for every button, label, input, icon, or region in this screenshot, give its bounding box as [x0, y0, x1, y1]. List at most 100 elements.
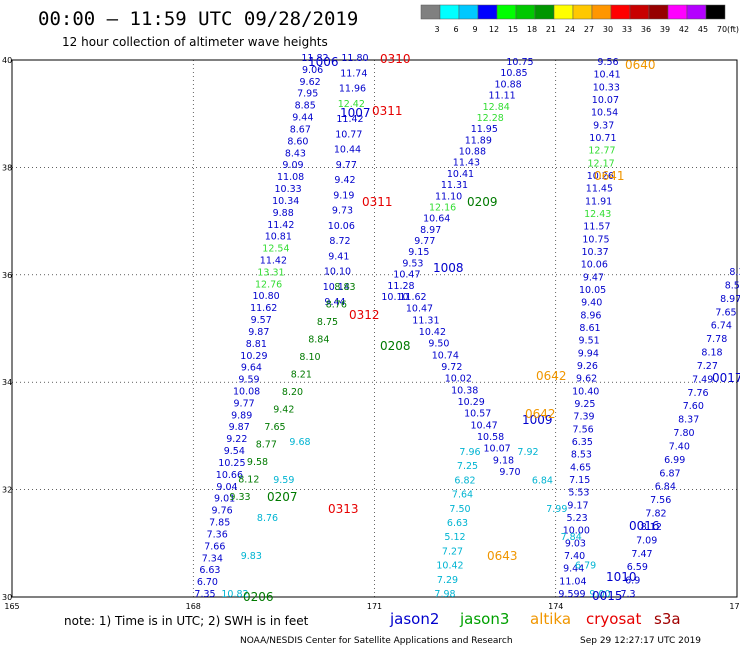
wave-height-value: 8.67	[290, 125, 311, 136]
wave-height-value: 8.10	[299, 352, 320, 363]
legend-swatch	[629, 4, 650, 20]
wave-height-value: 9.25	[574, 399, 595, 410]
satellite-legend-item: jason3	[459, 610, 509, 628]
legend-swatch	[591, 4, 612, 20]
tick-labels: 165 168 171 174 177 40 38 36 34 32 30	[2, 56, 740, 611]
wave-height-value: 9.33	[229, 492, 250, 503]
wave-height-value: 8.77	[256, 440, 277, 451]
legend-tick-label: 12	[489, 25, 499, 34]
wave-height-value: 5.12	[444, 532, 465, 543]
wave-height-value: 9.44	[563, 564, 584, 575]
wave-height-value: 8.96	[580, 310, 601, 321]
wave-height-value: 7.34	[202, 553, 223, 564]
wave-height-value: 8.12	[238, 475, 259, 486]
wave-height-value: 8.83	[334, 282, 355, 293]
legend-tick-label: 36	[641, 25, 651, 34]
wave-height-value: 9.37	[593, 120, 614, 131]
wave-height-value: 10.47	[470, 420, 497, 431]
wave-height-value: 7.92	[517, 447, 538, 458]
pass-label: 1006	[308, 55, 339, 69]
wave-height-value: 10.33	[274, 184, 301, 195]
wave-height-value: 9.51	[579, 336, 600, 347]
wave-height-value: 10.88	[494, 79, 521, 90]
wave-height-value: 9.64	[241, 363, 262, 374]
wave-height-value: 10.02	[445, 374, 472, 385]
wave-height-value: 11.42	[260, 256, 287, 267]
wave-height-value: 8.53	[571, 450, 592, 461]
wave-height-value: 9.50	[428, 339, 449, 350]
wave-height-value: 8.37	[678, 415, 699, 426]
wave-height-value: 10.26	[587, 171, 614, 182]
pass-label: 1009	[522, 413, 553, 427]
pass-label: 1007	[340, 106, 371, 120]
satellite-tracks: 11.829.069.627.958.859.448.678.608.439.0…	[194, 53, 740, 600]
pass-label: 0015	[592, 589, 623, 603]
wave-height-value: 7.82	[645, 509, 666, 520]
wave-height-value: 11.31	[412, 315, 439, 326]
legend-tick-label: 15	[508, 25, 518, 34]
wave-height-value: 11.80	[341, 53, 368, 64]
wave-height-value: 10.41	[593, 70, 620, 81]
wave-height-value: 8.97	[720, 294, 740, 305]
wave-height-value: 7.66	[204, 541, 225, 552]
footer-credit: NOAA/NESDIS Center for Satellite Applica…	[240, 636, 513, 646]
map-plot-area: 165168171174177403836343230 11.829.069.6…	[2, 52, 740, 611]
wave-height-value: 8.61	[579, 323, 600, 334]
wave-height-value: 9.87	[229, 422, 250, 433]
wave-height-value: 9.87	[248, 327, 269, 338]
pass-label: 0209	[467, 195, 498, 209]
wave-height-value: 10.33	[593, 82, 620, 93]
legend-swatch	[705, 4, 726, 20]
wave-height-value: 9.88	[273, 208, 294, 219]
wave-height-value: 10.88	[459, 147, 486, 158]
pass-label: 0312	[349, 308, 380, 322]
wave-height-value: 10.57	[464, 409, 491, 420]
wave-height-value: 7.39	[573, 412, 594, 423]
lat-tick-label: 36	[2, 271, 12, 280]
lat-lon-grid	[12, 60, 737, 597]
wave-height-value: 10.58	[477, 432, 504, 443]
wave-height-value: 10.42	[436, 561, 463, 572]
wave-height-value: 10.07	[592, 95, 619, 106]
pass-label: 0640	[625, 58, 656, 72]
legend-swatch	[420, 4, 441, 20]
wave-height-value: 9.44	[324, 297, 345, 308]
satellite-legend-item: s3a	[654, 610, 681, 628]
wave-height-value: 10.00	[563, 526, 590, 537]
wave-height-value: 8.81	[246, 339, 267, 350]
wave-height-value: 6.87	[659, 468, 680, 479]
wave-height-value: 6.9	[625, 576, 640, 587]
wave-height-value: 7.98	[434, 589, 455, 600]
wave-height-value: 9.77	[234, 398, 255, 409]
wave-height-value: 10.41	[447, 169, 474, 180]
legend-tick-label: 21	[546, 25, 556, 34]
wave-height-value: 9.47	[583, 272, 604, 283]
lat-tick-label: 34	[2, 378, 12, 387]
wave-height-value: 7.60	[683, 401, 704, 412]
wave-height-value: 7.49	[692, 374, 713, 385]
wave-height-value: 7.76	[687, 388, 708, 399]
lat-tick-label: 40	[2, 56, 12, 65]
wave-height-value: 9.72	[441, 362, 462, 373]
wave-height-value: 9.42	[334, 175, 355, 186]
wave-height-value: 11.95	[471, 124, 498, 135]
wave-height-value: 9.42	[273, 405, 294, 416]
wave-height-value: 12.77	[588, 146, 615, 157]
legend-tick-label: 27	[584, 25, 594, 34]
legend-tick-label: 45	[698, 25, 708, 34]
wave-height-value: 11.57	[583, 222, 610, 233]
pass-label: 0642	[525, 407, 556, 421]
wave-height-value: 11.62	[250, 303, 277, 314]
wave-height-value: 9.41	[328, 251, 349, 262]
wave-height-value: 7.09	[636, 535, 657, 546]
wave-height-value: 10.75	[506, 57, 533, 68]
wave-height-value: 10.07	[483, 444, 510, 455]
lon-tick-label: 165	[4, 602, 19, 611]
wave-height-value: 7.64	[452, 490, 473, 501]
wave-height-value: 9.22	[226, 434, 247, 445]
wave-height-value: 10.29	[240, 351, 267, 362]
wave-height-value: 8.76	[326, 300, 347, 311]
wave-height-value: 9.03	[565, 538, 586, 549]
pass-label: 0311	[372, 104, 403, 118]
